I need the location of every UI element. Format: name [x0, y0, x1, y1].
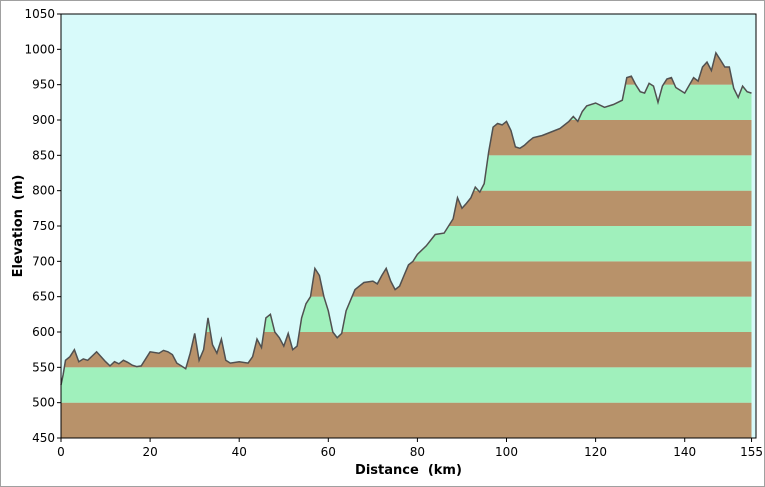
x-tick-label: 80 [410, 445, 425, 459]
y-tick-label: 650 [32, 290, 55, 304]
x-tick-label: 120 [584, 445, 607, 459]
x-tick-label: 0 [57, 445, 65, 459]
y-tick-label: 600 [32, 325, 55, 339]
y-tick-label: 700 [32, 254, 55, 268]
x-tick-label: 140 [673, 445, 696, 459]
y-tick-label: 450 [32, 431, 55, 445]
elevation-band [61, 402, 752, 438]
y-tick-label: 950 [32, 78, 55, 92]
y-axis-title: Elevation (m) [11, 175, 26, 278]
y-tick-label: 800 [32, 184, 55, 198]
y-tick-label: 850 [32, 148, 55, 162]
y-tick-label: 550 [32, 360, 55, 374]
y-tick-label: 500 [32, 396, 55, 410]
x-tick-label: 20 [142, 445, 157, 459]
x-axis: 0 20 40 60 80 100 120 140 155 [57, 438, 763, 459]
y-tick-label: 750 [32, 219, 55, 233]
elevation-band [61, 367, 752, 403]
y-axis: 450 500 550 600 650 700 750 800 850 900 950 1000 105… [24, 7, 61, 445]
x-tick-label: 40 [232, 445, 247, 459]
x-tick-label: 100 [495, 445, 518, 459]
y-tick-label: 1050 [24, 7, 55, 21]
profile-line [60, 51, 752, 386]
y-tick-label: 1000 [24, 42, 55, 56]
x-axis-title: Distance (km) [355, 463, 462, 478]
y-tick-label: 900 [32, 113, 55, 127]
x-tick-label: 155 [740, 445, 763, 459]
x-tick-label: 60 [321, 445, 336, 459]
